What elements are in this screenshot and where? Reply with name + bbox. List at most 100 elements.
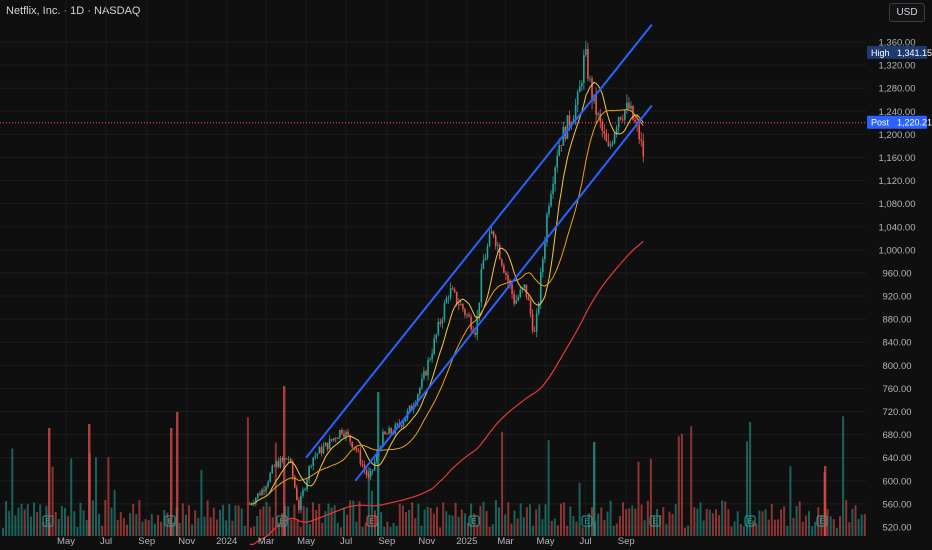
volume-bar [767,519,770,536]
volume-bar [33,502,35,536]
candle-body [552,183,554,195]
volume-bar [612,525,615,536]
candle-body [589,78,591,80]
candle-body [275,461,278,467]
candle-body [628,102,630,109]
candle-body [566,115,569,140]
volume-bar [504,514,507,536]
candle-body [326,442,329,450]
volume-bar [265,501,268,536]
earnings-marker-box [816,515,828,527]
volume-bar [54,511,57,536]
volume-bar [826,509,829,536]
candle-body [390,428,392,434]
volume-bar [20,503,23,536]
volume-bar [101,525,104,536]
y-tick-label: 520.00 [882,523,911,534]
volume-bar [57,518,60,536]
candle-body [318,447,321,454]
volume-bar [597,513,600,536]
x-tick-label: Jul [100,536,112,547]
volume-bars [2,386,866,536]
earnings-marker-glyph: E [819,517,824,526]
volume-bar [724,501,727,536]
y-tick-label: 840.00 [882,338,911,349]
currency-button[interactable]: USD [889,3,925,22]
candle-body [531,314,534,332]
candle-body [429,359,431,361]
x-tick-label: Nov [418,536,435,547]
post-label-box [867,115,927,129]
volume-bar [584,526,587,536]
volume-bar [662,507,665,536]
candle-body [619,117,622,120]
x-tick-label: Jul [340,536,352,547]
volume-bar [141,521,144,536]
y-tick-label: 1,080.00 [879,199,916,210]
candle-body [423,371,425,379]
volume-bar [160,521,163,536]
x-tick-label: May [297,536,315,547]
volume-bar [150,514,153,536]
candle-body [511,284,513,294]
candle-body [443,303,446,320]
volume-bar [488,526,491,536]
volume-bar [479,505,482,536]
volume-bar [293,504,296,536]
earnings-marker-icon: E [649,515,661,527]
volume-bar [501,431,504,536]
y-tick-label: 920.00 [882,292,911,303]
volume-bar [231,520,234,536]
y-tick-label: 800.00 [882,361,911,372]
candle-body [533,331,536,332]
volume-bar [845,500,848,536]
volume-bar [271,517,274,536]
volume-bar [209,517,212,536]
volume-bar [532,525,535,536]
volume-bar [206,500,209,536]
candle-body [556,155,558,168]
volume-bar [798,501,801,536]
candle-body [312,457,315,466]
candle-body [349,434,351,442]
candle-body [320,447,323,454]
candle-body [279,458,282,468]
candle-body [624,110,626,120]
candle-body [603,130,606,134]
candle-body [359,450,362,464]
volume-bar [104,500,107,536]
volume-bar [321,522,324,536]
volume-bar [361,526,364,536]
volume-bar [411,502,414,536]
y-tick-label: 1,280.00 [879,84,916,95]
volume-bar [522,517,525,536]
candle-body [503,265,505,273]
volume-bar [593,442,596,536]
volume-bar [544,504,547,536]
candle-body [431,353,433,360]
volume-bar [386,521,389,536]
volume-bar [451,515,454,536]
x-tick-label: Mar [258,536,274,547]
candle-body [343,433,345,437]
candle-body [328,439,331,450]
candle-body [273,465,276,467]
volume-bar [739,523,742,536]
candle-body [496,245,499,246]
volume-bar [215,519,218,536]
volume-bar [529,504,531,536]
volume-bar [801,521,804,536]
y-tick-label: 1,200.00 [879,130,916,141]
volume-bar [51,466,54,536]
volume-bar [283,386,286,536]
y-tick-label: 600.00 [882,476,911,487]
volume-bar [343,507,345,536]
volume-bar [808,511,810,536]
volume-bar [600,507,603,536]
volume-bar [467,522,469,536]
y-axis: 520.00 560.00 600.00 640.00 680.00 720.00 760.… [879,38,916,534]
volume-bar [783,506,786,536]
volume-bar [696,508,699,536]
volume-bar [473,513,476,536]
